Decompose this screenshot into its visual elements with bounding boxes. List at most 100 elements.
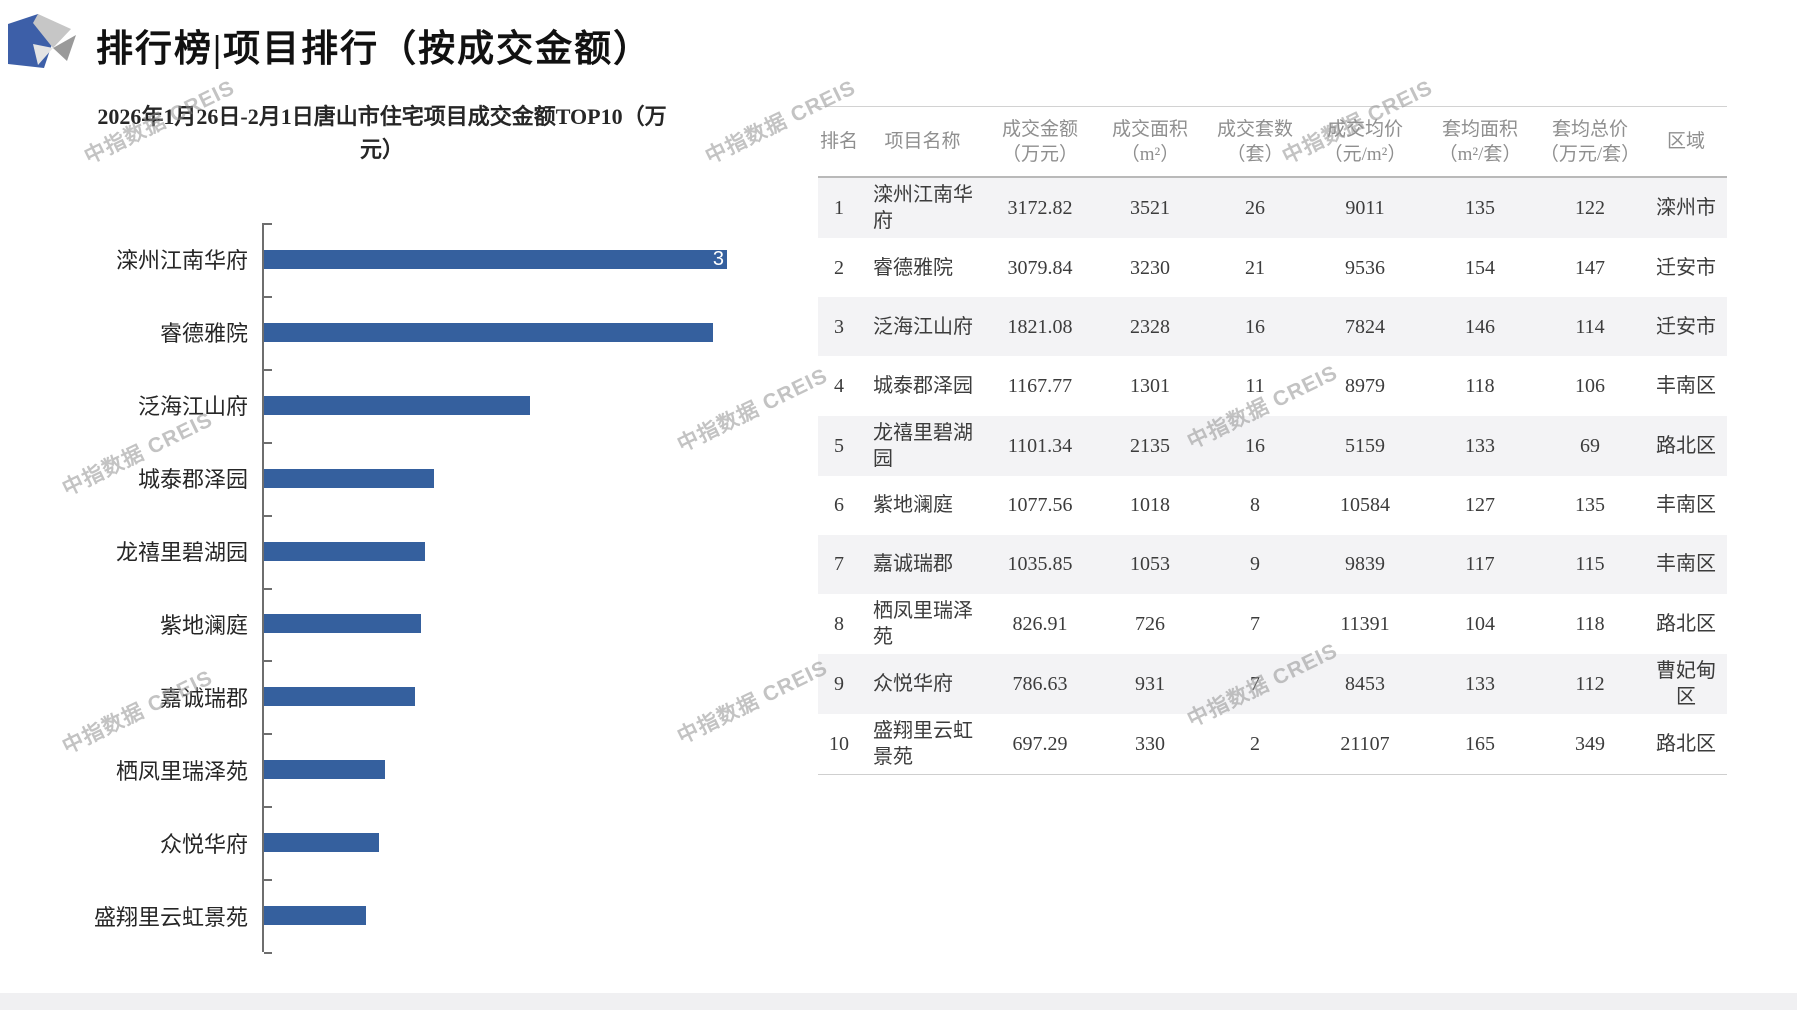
bar [264,687,416,707]
table-row: 10 盛翔里云虹景苑 697.29 330 2 21107 165 349 路北区 [818,714,1727,775]
cell-value: 826.91 [1012,612,1068,635]
cell-value: 3521 [1130,197,1170,219]
cell-region: 曹妃甸区 [1656,659,1716,708]
category-label: 城泰郡泽园 [137,467,248,493]
cell-value: 1018 [1130,494,1170,517]
header-cell: 成交面积 （m²） [1111,118,1188,165]
cell-value: 3172.82 [1007,197,1073,219]
cell-value: 7 [1250,672,1260,695]
cell-project-name: 众悦华府 [873,672,953,695]
cell-value: 931 [1135,672,1165,695]
cell-value: 9 [1250,553,1260,576]
axis-tick [264,660,272,663]
cell-value: 2135 [1130,434,1170,457]
cell-region: 丰南区 [1656,553,1716,576]
axis-tick [264,879,272,882]
category-label: 泛海江山府 [137,394,248,420]
bar-value-label: 3 [712,247,724,270]
cell-value: 127 [1465,494,1495,517]
bottom-edge-strip [0,993,1797,1010]
bar [264,468,435,488]
table-row: 5 龙禧里碧湖园 1101.34 2135 16 5159 133 69 路北区 [818,415,1727,476]
axis-tick [264,952,272,954]
cell-value: 117 [1465,553,1495,576]
cell-value: 9536 [1345,256,1385,279]
table-row: 6 紫地澜庭 1077.56 1018 8 10584 127 135 丰南区 [818,476,1727,535]
cell-value: 786.63 [1012,672,1068,695]
header-cell: 成交金额 （万元） [1001,118,1078,165]
cell-region: 路北区 [1656,434,1716,457]
cell-value: 697.29 [1012,732,1068,755]
cell-value: 8453 [1345,672,1385,695]
cell-project-name: 嘉诚瑞郡 [873,553,953,576]
header-cell: 套均面积 （m²/套） [1438,118,1522,165]
cell-value: 10584 [1340,494,1390,517]
category-axis-line [262,223,264,952]
cell-region: 路北区 [1656,732,1716,755]
cell-value: 11 [1245,374,1265,397]
bar [264,322,714,342]
category-label: 栖凤里瑞泽苑 [115,758,248,784]
table-header: 排名 项目名称 成交金额 （万元） 成交面积 （m²） 成交套数 （套） 成交均价 （元/m²） 套… [818,107,1727,178]
cell-project-name: 龙禧里碧湖园 [873,421,973,470]
cell-value: 1053 [1130,553,1170,576]
axis-tick [264,441,272,444]
bar [264,541,425,561]
cell-value: 349 [1575,732,1605,755]
header-cell: 区域 [1666,131,1705,152]
category-label: 盛翔里云虹景苑 [93,904,248,930]
bar [264,760,385,780]
cell-region: 滦州市 [1656,197,1716,219]
cell-value: 112 [1575,672,1605,695]
axis-tick [264,587,272,590]
cell-value: 118 [1575,612,1605,635]
cell-project-name: 栖凤里瑞泽苑 [873,599,973,648]
cell-project-name: 泛海江山府 [873,315,973,338]
bar [264,614,422,634]
cell-value: 9011 [1345,197,1385,219]
header-cell: 套均总价 （万元/套） [1539,118,1641,165]
creis-watermark: 中指数据 CREIS [673,364,832,457]
cell-rank: 3 [834,315,844,338]
cell-project-name: 睿德雅院 [873,256,953,279]
cell-value: 21 [1245,256,1265,279]
cell-project-name: 城泰郡泽园 [873,374,973,397]
cell-value: 135 [1575,494,1605,517]
table-row: 3 泛海江山府 1821.08 2328 16 7824 146 114 迁安市 [818,297,1727,357]
cell-region: 路北区 [1656,612,1716,635]
cell-rank: 10 [829,732,849,755]
cell-value: 135 [1465,197,1495,219]
cell-value: 726 [1135,612,1165,635]
cell-value: 1101.34 [1007,434,1073,457]
cell-rank: 5 [834,434,844,457]
cell-region: 丰南区 [1656,494,1716,517]
axis-tick [264,514,272,517]
category-label: 龙禧里碧湖园 [115,540,248,566]
cell-value: 154 [1465,256,1495,279]
table-row: 9 众悦华府 786.63 931 7 8453 133 112 曹妃甸区 [818,653,1727,714]
cell-value: 114 [1575,315,1605,338]
cell-value: 1077.56 [1007,494,1073,517]
table-row: 4 城泰郡泽园 1167.77 1301 11 8979 118 106 丰南区 [818,356,1727,415]
cell-project-name: 紫地澜庭 [873,494,953,517]
cell-value: 146 [1465,315,1495,338]
header-cell: 成交均价 （元/m²） [1323,118,1407,165]
cell-value: 8 [1250,494,1260,517]
cell-value: 9839 [1345,553,1385,576]
brand-logo-icon [8,14,76,68]
cell-value: 1035.85 [1007,553,1073,576]
cell-region: 迁安市 [1656,256,1716,279]
category-label: 睿德雅院 [159,321,248,347]
header-cell: 项目名称 [884,131,961,152]
cell-value: 165 [1465,732,1495,755]
cell-value: 115 [1575,553,1605,576]
cell-region: 迁安市 [1656,315,1716,338]
data-table: 排名 项目名称 成交金额 （万元） 成交面积 （m²） 成交套数 （套） 成交均价 （元/m²） 套… [818,106,1727,775]
category-label: 众悦华府 [159,831,248,857]
cell-value: 3230 [1130,256,1170,279]
chart-title: 2026年1月26日-2月1日唐山市住宅项目成交金额TOP10（万元） [97,104,667,162]
cell-value: 133 [1465,434,1495,457]
table-row: 2 睿德雅院 3079.84 3230 21 9536 154 147 迁安市 [818,238,1727,297]
bar [264,833,379,853]
